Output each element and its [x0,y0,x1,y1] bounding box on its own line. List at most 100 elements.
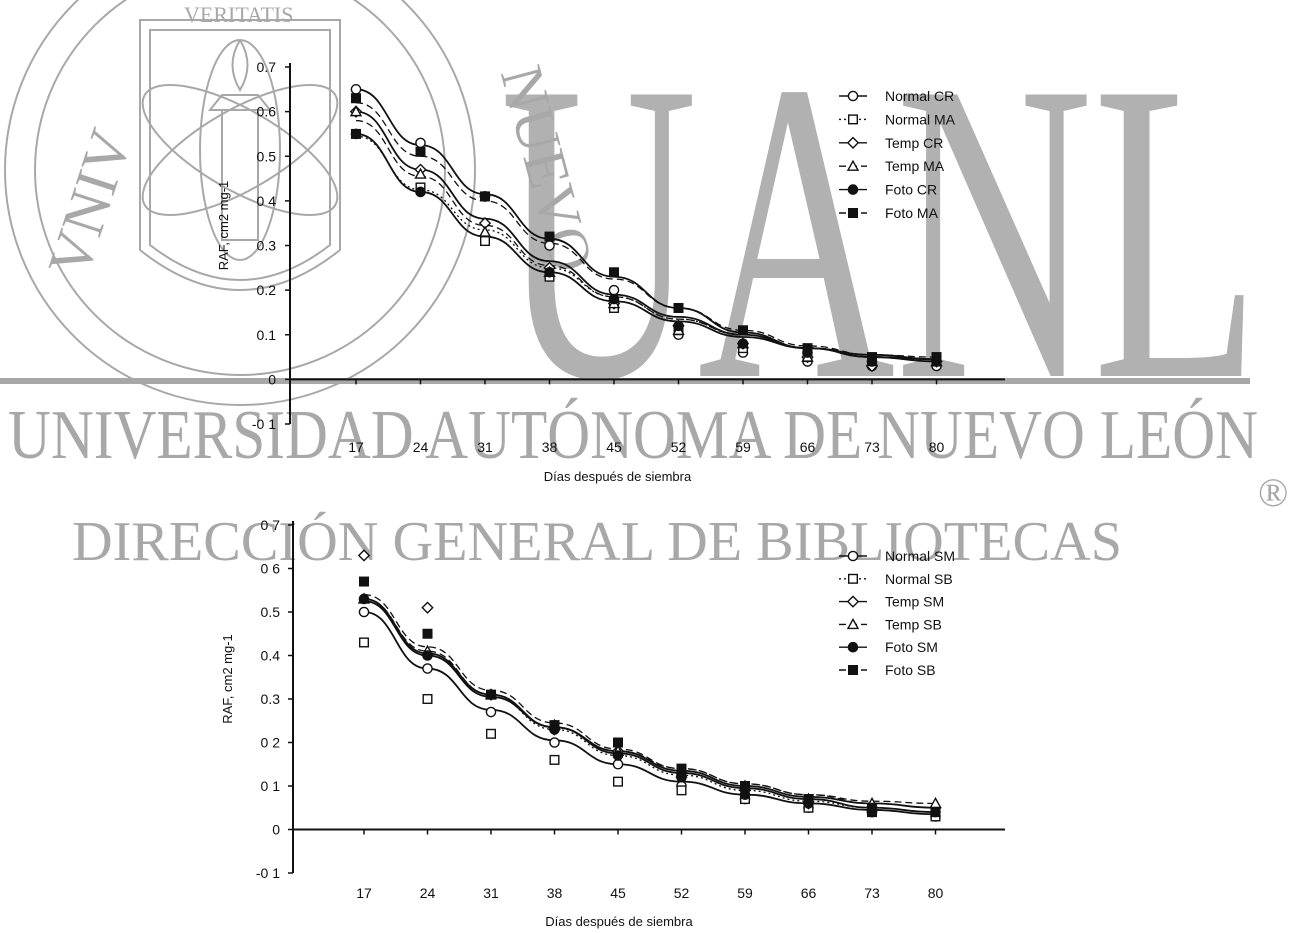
watermark-direction: DIRECCIÓN GENERAL DE BIBLIOTECAS [72,510,1122,573]
x-tick-label: 38 [542,439,558,455]
data-point-normal-sb [676,785,687,796]
legend-label: Normal SB [885,571,953,587]
y-tick-label: 0 [268,371,276,387]
uanl-watermark: VERITATIS VNIV NUEVO UANL UNIVERSIDAD AU… [0,0,1288,573]
legend-marker [847,184,859,195]
watermark-rule [0,378,1250,384]
data-point-foto-ma [802,343,813,354]
data-point-foto-cr [673,320,684,332]
data-point-foto-sb [740,781,751,792]
data-point-foto-sb [803,794,814,805]
data-point-foto-ma [738,325,749,336]
y-tick-label: 0 6 [261,561,281,577]
fit-line-normal-sm [363,611,936,816]
y-tick-label: 0.5 [257,148,277,164]
x-tick-label: 31 [483,885,499,901]
fit-line-normal-sb [363,598,936,813]
legend-label: Normal MA [885,111,956,127]
chart-top-axes: 0.7 0.6 0.5 0 4 0.3 0.2 0.1 0 -0 1 17 24 31 38 45 52 59… [216,59,1005,484]
x-tick-label: 24 [413,439,429,455]
x-tick-label: 80 [929,439,945,455]
data-point-normal-sm [549,737,560,748]
y-tick-label: 0.3 [261,691,281,707]
data-point-foto-sb [359,576,370,587]
legend-label: Temp CR [885,135,943,151]
y-tick-label: 0 7 [261,517,281,533]
data-point-normal-sm [422,663,433,674]
data-point-normal-sb [359,637,370,648]
data-point-temp-ma [349,105,363,117]
legend-marker [848,114,859,125]
data-point-temp-ma [414,167,427,179]
data-point-normal-ma [480,236,491,247]
data-point-normal-sb [486,728,497,739]
y-tick-label: 0.1 [257,327,277,343]
legend-marker [847,90,859,102]
data-point-foto-ma [544,231,555,242]
chart-bottom: 0 7 0 6 0.5 0.4 0.3 0 2 0 1 0 -0 1 17 24 31 38 45 52 59… [220,517,1005,929]
data-point-foto-ma [931,352,942,363]
data-point-foto-ma [415,146,426,157]
y-tick-label: 0.3 [257,238,277,254]
data-point-foto-sm [422,650,433,661]
data-point-foto-ma [673,302,684,313]
x-tick-label: 73 [864,439,880,455]
legend-marker [848,207,859,218]
data-point-foto-sm [358,593,370,605]
watermark-university: UNIVERSIDAD AUTÓNOMA DE NUEVO LEÓN [8,397,1258,474]
data-point-normal-sm [485,706,497,718]
legend-marker [848,573,859,584]
data-point-foto-sm [676,772,687,783]
legend-label: Normal CR [885,88,954,104]
legend-label: Foto MA [885,205,939,221]
y-tick-label: 0 4 [257,193,277,209]
x-tick-label: 52 [671,439,687,455]
data-point-temp-sm [421,601,434,614]
y-tick-label: -0 1 [256,865,280,881]
y-tick-label: 0.4 [261,648,281,664]
chart-bottom-axes: 0 7 0 6 0.5 0.4 0.3 0 2 0 1 0 -0 1 17 24 31 38 45 52 59… [220,517,1005,929]
y-tick-label: 0.7 [257,59,277,75]
legend-marker [846,136,860,149]
y-tick-label: 0 2 [261,735,281,751]
fit-line-foto-cr [355,133,937,361]
x-tick-label: 66 [801,885,817,901]
svg-text:VNIV: VNIV [35,121,144,284]
data-point-foto-sb [486,689,497,700]
data-point-normal-cr [415,137,426,149]
x-tick-label: 24 [420,885,436,901]
data-point-foto-ma [480,191,491,202]
data-point-foto-ma [351,93,362,104]
legend-label: Temp MA [885,158,945,174]
seal-motto: VERITATIS [184,2,293,27]
x-tick-label: 31 [477,439,493,455]
data-point-foto-sb [549,720,560,731]
data-point-normal-sm [612,758,624,770]
legend-label: Temp SB [885,616,942,632]
chart-bottom-fit-lines [363,593,936,816]
watermark-registered: ® [1258,470,1288,515]
y-tick-label: 0.2 [257,282,277,298]
y-tick-label: 0 1 [261,778,281,794]
data-point-foto-cr [608,293,620,305]
y-axis-label: RAF, cm2 mg-1 [216,181,231,271]
legend-marker [847,641,859,653]
data-point-foto-sm [739,789,751,801]
x-tick-label: 80 [928,885,944,901]
data-point-foto-sm [612,750,624,761]
data-point-foto-cr [350,128,362,140]
data-point-foto-sb [676,763,687,774]
legend-marker [846,159,860,171]
y-tick-label: 0.5 [261,604,281,620]
x-tick-label: 45 [606,439,622,455]
data-point-temp-ma [478,225,492,237]
x-tick-label: 59 [737,885,753,901]
data-point-foto-sb [867,802,878,813]
legend-label: Normal SM [885,548,955,564]
watermark-uanl: UANL [500,0,1260,470]
x-tick-label: 17 [348,439,364,455]
x-tick-label: 73 [864,885,880,901]
x-tick-label: 17 [356,885,372,901]
chart-top-points [349,84,943,373]
